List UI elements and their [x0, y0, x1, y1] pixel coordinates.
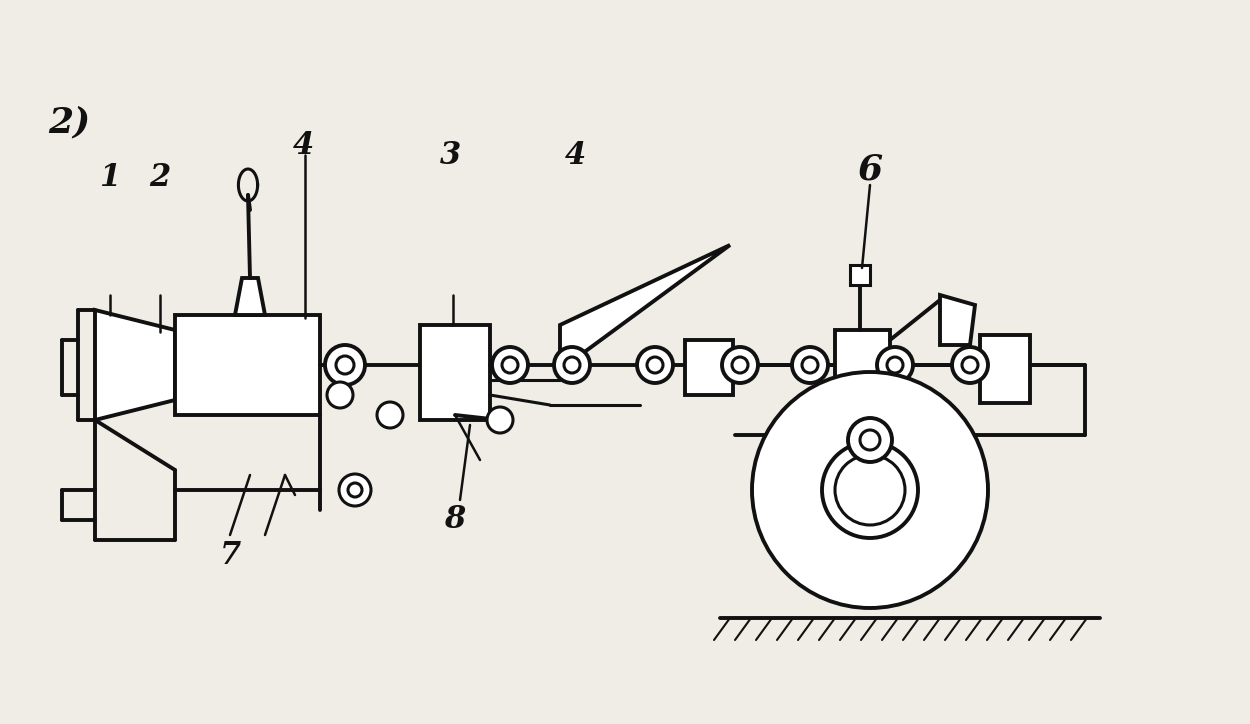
- Circle shape: [952, 347, 988, 383]
- Text: 3: 3: [440, 140, 460, 170]
- Circle shape: [752, 372, 988, 608]
- Circle shape: [835, 455, 905, 525]
- Circle shape: [648, 357, 662, 373]
- Circle shape: [722, 347, 758, 383]
- Bar: [835, 330, 890, 405]
- Circle shape: [848, 418, 892, 462]
- Circle shape: [378, 402, 402, 428]
- Circle shape: [732, 357, 748, 373]
- Circle shape: [328, 382, 352, 408]
- Circle shape: [962, 357, 978, 373]
- Circle shape: [638, 347, 672, 383]
- Text: 6: 6: [858, 153, 882, 187]
- Text: 8: 8: [445, 505, 465, 536]
- Circle shape: [488, 407, 512, 433]
- Text: 2): 2): [48, 105, 90, 139]
- Text: 1: 1: [100, 162, 120, 193]
- Polygon shape: [560, 245, 730, 370]
- Circle shape: [554, 347, 590, 383]
- Circle shape: [822, 442, 918, 538]
- Circle shape: [802, 357, 818, 373]
- Bar: [848, 505, 892, 543]
- Text: 7: 7: [220, 539, 240, 571]
- Circle shape: [339, 474, 371, 506]
- Text: 4: 4: [565, 140, 585, 170]
- Text: 2: 2: [150, 162, 170, 193]
- Circle shape: [860, 430, 880, 450]
- Circle shape: [792, 347, 828, 383]
- Circle shape: [564, 357, 580, 373]
- Bar: [685, 340, 732, 395]
- Circle shape: [336, 356, 354, 374]
- Bar: [980, 335, 1030, 403]
- Circle shape: [888, 357, 902, 373]
- Bar: [850, 265, 870, 285]
- Circle shape: [348, 483, 362, 497]
- Polygon shape: [95, 310, 175, 420]
- Circle shape: [878, 347, 912, 383]
- Bar: [420, 325, 490, 420]
- Text: 4: 4: [292, 130, 314, 161]
- Polygon shape: [235, 278, 265, 315]
- Circle shape: [503, 357, 518, 373]
- Bar: [175, 315, 320, 415]
- Polygon shape: [940, 295, 975, 345]
- Circle shape: [325, 345, 365, 385]
- Circle shape: [492, 347, 528, 383]
